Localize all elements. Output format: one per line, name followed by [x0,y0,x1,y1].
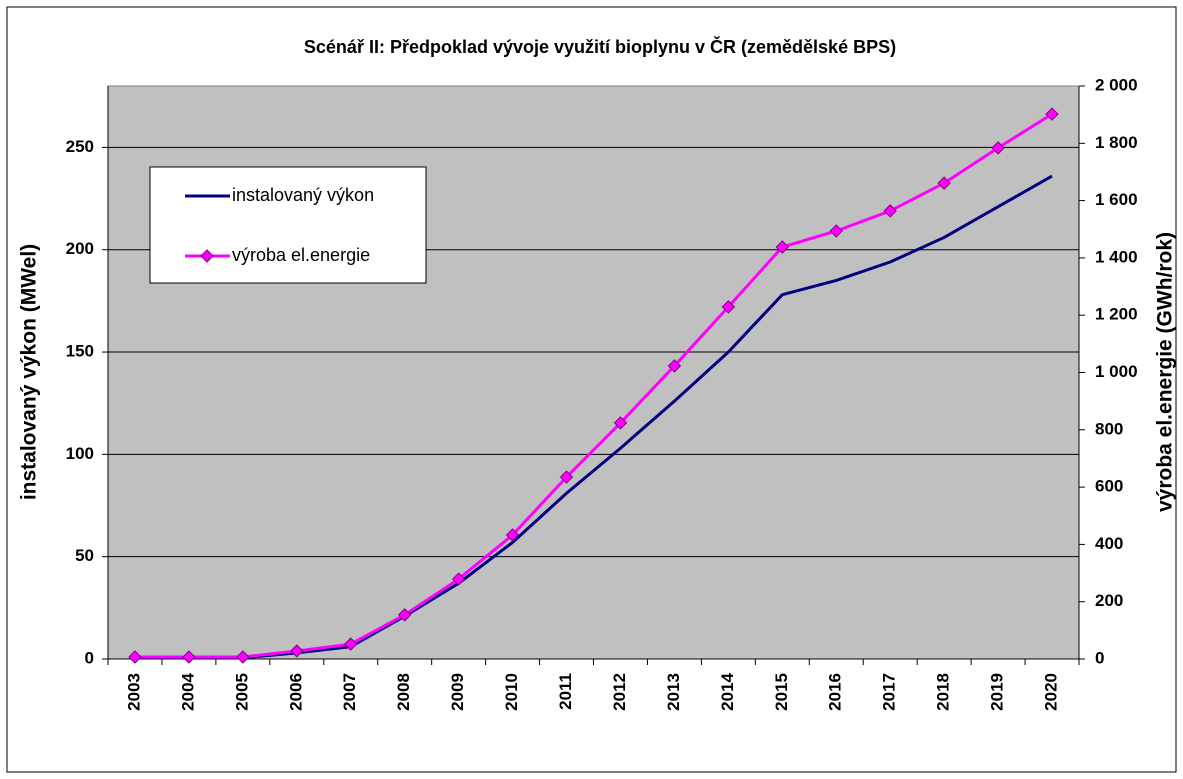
x-tick-label: 2013 [664,673,683,711]
y-tick-label: 0 [85,648,94,667]
marker [505,528,520,542]
y2-tick-label: 200 [1095,591,1123,610]
y-tick-label: 250 [66,137,94,156]
marker [397,608,412,622]
marker [667,359,682,373]
line-series [134,112,1053,659]
y2-tick-label: 400 [1095,534,1123,553]
marker [1045,107,1059,121]
x-tick-label: 2009 [448,673,467,711]
marker [559,470,574,484]
marker [991,141,1005,155]
y2-tick-label: 1 200 [1095,305,1138,324]
y2-tick-label: 2 000 [1095,75,1138,94]
x-tick-label: 2006 [286,673,305,711]
marker [937,176,951,190]
x-tick-label: 2011 [556,673,575,710]
marker [883,204,897,218]
x-tick-label: 2018 [934,673,953,711]
marker [344,637,358,651]
x-tick-label: 2005 [232,673,251,711]
y2-tick-label: 1 800 [1095,133,1138,152]
marker [451,572,466,586]
legend-marker [200,249,214,263]
y2-axis-title: výroba el.energie (GWh/rok) [1154,232,1177,512]
y-tick-label: 100 [66,444,94,463]
marker [182,650,196,664]
x-tick-label: 2007 [340,673,359,711]
x-tick-label: 2003 [124,673,143,711]
marker [128,650,142,664]
x-tick-label: 2019 [988,673,1007,711]
y-tick-label: 200 [66,239,94,258]
y-axis-title: instalovaný výkon (MWel) [18,244,41,500]
line-series [134,174,1053,660]
y2-tick-label: 800 [1095,419,1123,438]
x-tick-label: 2010 [502,673,521,711]
legend-label: výroba el.energie [232,245,370,265]
x-tick-label: 2008 [394,673,413,711]
chart-title: Scénář II: Předpoklad vývoje využití bio… [304,36,896,57]
x-tick-label: 2004 [178,672,197,710]
y-tick-label: 50 [75,546,94,565]
y2-tick-label: 600 [1095,477,1123,496]
y2-tick-label: 1 400 [1095,247,1138,266]
marker [613,416,628,430]
marker [236,650,250,664]
marker [721,300,736,314]
marker [290,644,304,658]
x-tick-label: 2012 [610,673,629,711]
marker [775,240,790,254]
legend-label: instalovaný výkon [232,185,374,205]
legend [149,166,427,284]
x-tick-label: 2016 [826,673,845,711]
x-tick-label: 2014 [718,672,737,710]
x-tick-label: 2015 [772,673,791,711]
x-tick-label: 2017 [880,673,899,711]
y2-tick-label: 1 000 [1095,362,1138,381]
marker [829,224,843,238]
y2-tick-label: 1 600 [1095,190,1138,209]
y-tick-label: 150 [66,342,94,361]
y2-tick-label: 0 [1095,648,1104,667]
x-tick-label: 2020 [1042,673,1061,711]
